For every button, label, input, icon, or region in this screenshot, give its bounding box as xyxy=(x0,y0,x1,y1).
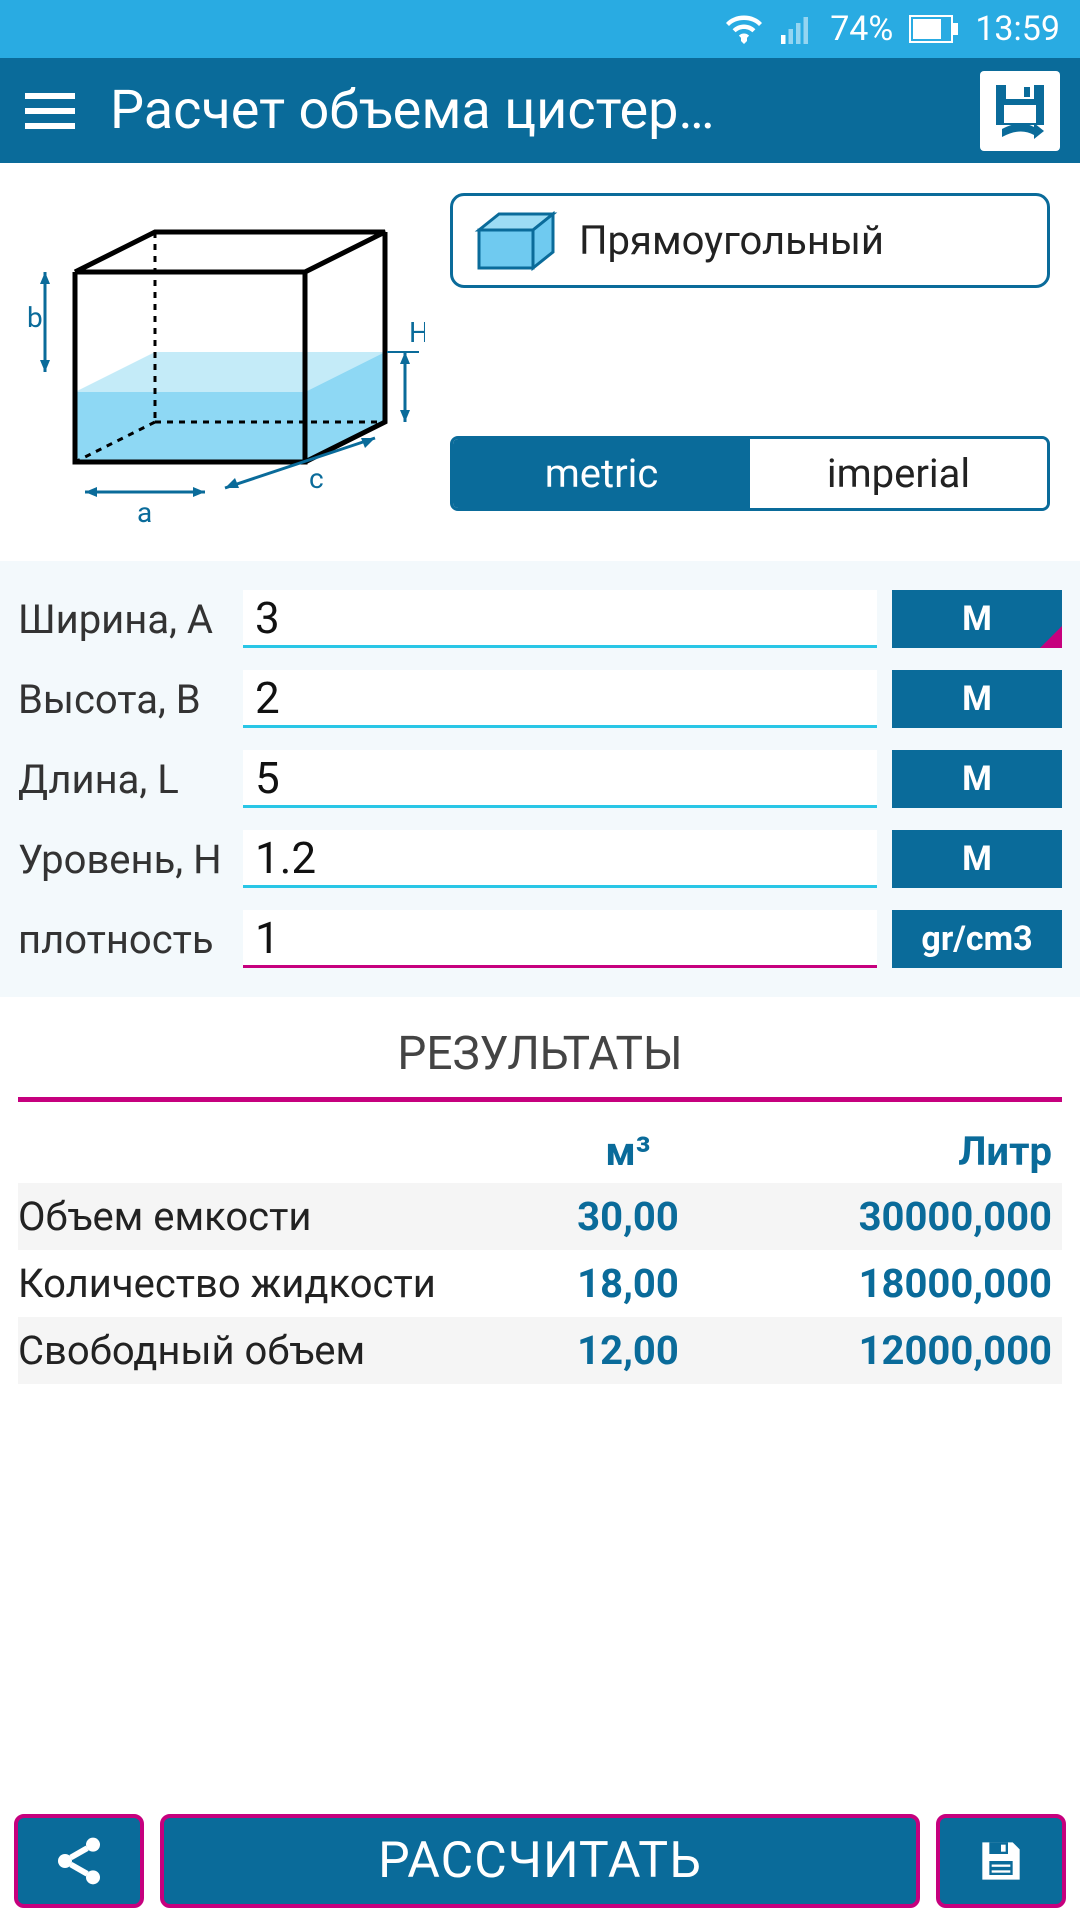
input-height: Высота, B 2 М xyxy=(18,659,1062,739)
table-row: Объем емкости 30,00 30000,000 xyxy=(18,1183,1062,1250)
tank-diagram: b a c H xyxy=(20,183,430,541)
config-area: b a c H Прямоугольный xyxy=(0,163,1080,561)
label-width: Ширина, A xyxy=(18,596,228,643)
shape-selector[interactable]: Прямоугольный xyxy=(450,193,1050,288)
row-m3: 18,00 xyxy=(498,1260,758,1307)
shape-label: Прямоугольный xyxy=(579,217,884,264)
save-button[interactable] xyxy=(936,1814,1066,1908)
col-m3: м³ xyxy=(498,1128,758,1175)
svg-text:H: H xyxy=(409,316,425,349)
table-row: Свободный объем 12,00 12000,000 xyxy=(18,1317,1062,1384)
inputs-panel: Ширина, A 3 М Высота, B 2 М Длина, L 5 М… xyxy=(0,561,1080,997)
field-density[interactable]: 1 xyxy=(243,910,877,968)
battery-percent: 74% xyxy=(830,9,893,49)
menu-icon[interactable] xyxy=(20,81,80,141)
clock: 13:59 xyxy=(975,9,1060,49)
field-width[interactable]: 3 xyxy=(243,590,877,648)
field-length[interactable]: 5 xyxy=(243,750,877,808)
unit-imperial[interactable]: imperial xyxy=(750,439,1047,508)
row-label: Объем емкости xyxy=(18,1193,498,1240)
results-title: РЕЗУЛЬТАТЫ xyxy=(18,1017,1062,1097)
battery-icon xyxy=(909,15,959,43)
unit-level[interactable]: М xyxy=(892,830,1062,888)
row-m3: 12,00 xyxy=(498,1327,758,1374)
unit-metric[interactable]: metric xyxy=(453,439,750,508)
row-liter: 18000,000 xyxy=(758,1260,1062,1307)
field-level[interactable]: 1.2 xyxy=(243,830,877,888)
unit-height[interactable]: М xyxy=(892,670,1062,728)
unit-density[interactable]: gr/cm3 xyxy=(892,910,1062,968)
results-header: м³ Литр xyxy=(18,1120,1062,1183)
calculate-button[interactable]: РАССЧИТАТЬ xyxy=(160,1814,920,1908)
field-height[interactable]: 2 xyxy=(243,670,877,728)
input-density: плотность 1 gr/cm3 xyxy=(18,899,1062,979)
cuboid-icon xyxy=(471,206,561,276)
share-icon xyxy=(51,1833,107,1889)
table-row: Количество жидкости 18,00 18000,000 xyxy=(18,1250,1062,1317)
label-density: плотность xyxy=(18,916,228,963)
row-liter: 30000,000 xyxy=(758,1193,1062,1240)
unit-width[interactable]: М xyxy=(892,590,1062,648)
svg-text:b: b xyxy=(27,301,43,334)
svg-text:c: c xyxy=(309,462,324,495)
floppy-icon xyxy=(973,1833,1029,1889)
label-length: Длина, L xyxy=(18,756,228,803)
row-label: Свободный объем xyxy=(18,1327,498,1374)
input-level: Уровень, H 1.2 М xyxy=(18,819,1062,899)
app-bar: Расчет объема цистер… xyxy=(0,58,1080,163)
unit-length[interactable]: М xyxy=(892,750,1062,808)
export-icon[interactable] xyxy=(980,71,1060,151)
signal-icon xyxy=(778,11,814,47)
col-liter: Литр xyxy=(758,1128,1062,1175)
share-button[interactable] xyxy=(14,1814,144,1908)
unit-toggle: metric imperial xyxy=(450,436,1050,511)
row-m3: 30,00 xyxy=(498,1193,758,1240)
status-bar: 74% 13:59 xyxy=(0,0,1080,58)
input-width: Ширина, A 3 М xyxy=(18,579,1062,659)
input-length: Длина, L 5 М xyxy=(18,739,1062,819)
row-label: Количество жидкости xyxy=(18,1260,498,1307)
page-title: Расчет объема цистер… xyxy=(110,79,950,142)
label-level: Уровень, H xyxy=(18,836,228,883)
results-divider xyxy=(18,1097,1062,1102)
label-height: Высота, B xyxy=(18,676,228,723)
bottom-bar: РАССЧИТАТЬ xyxy=(0,1802,1080,1920)
results-panel: РЕЗУЛЬТАТЫ м³ Литр Объем емкости 30,00 3… xyxy=(0,997,1080,1384)
row-liter: 12000,000 xyxy=(758,1327,1062,1374)
wifi-icon xyxy=(726,11,762,47)
svg-text:a: a xyxy=(137,496,152,529)
